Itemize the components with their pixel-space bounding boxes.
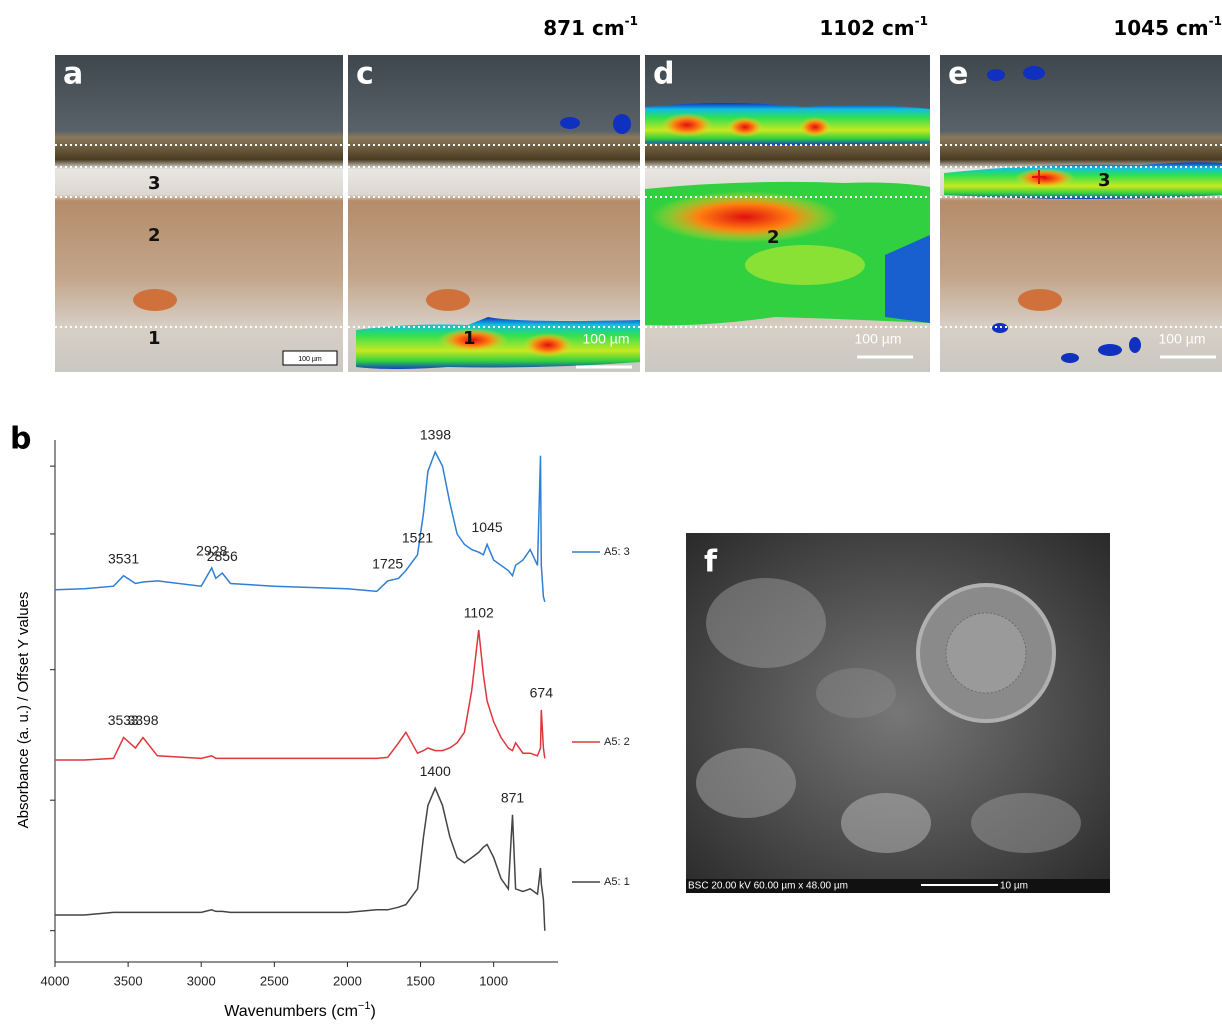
- diatom-center: [946, 613, 1026, 693]
- sem-caption: BSC 20.00 kV 60.00 µm x 48.00 µm: [688, 881, 848, 892]
- particle: [706, 578, 826, 668]
- x-tick-label: 3500: [114, 973, 143, 988]
- peak-label: 871: [501, 789, 525, 805]
- header-text: 1045 cm: [1113, 16, 1208, 40]
- panel-letter: d: [653, 57, 674, 92]
- spectrum-line: [55, 788, 545, 931]
- panel-letter: b: [10, 422, 31, 457]
- panel-letter: f: [704, 545, 718, 580]
- layer-label: 3: [1098, 170, 1111, 191]
- panel-d: d 2 100 µm 1102 cm-1: [645, 14, 930, 373]
- peak-label: 1045: [472, 519, 503, 535]
- panel-a: a 3 2 1 100 µm: [55, 55, 343, 372]
- scale-label: 100 µm: [855, 331, 902, 347]
- panel-letter: a: [63, 57, 83, 92]
- heat-peak: [799, 117, 831, 137]
- inclusion: [1018, 289, 1062, 311]
- heat-spot: [613, 114, 631, 134]
- peak-label: 1521: [402, 530, 433, 546]
- scale-label: 100 µm: [298, 356, 322, 363]
- x-tick-label: 2500: [260, 973, 289, 988]
- layer-label: 3: [148, 173, 161, 194]
- heat-peak: [650, 191, 840, 243]
- header-sup: -1: [625, 14, 638, 28]
- heat-spot: [987, 69, 1005, 81]
- heat-spot: [1023, 66, 1045, 80]
- heat-spot: [560, 117, 580, 129]
- layer-label: 1: [148, 328, 161, 349]
- spectra-chart: b Wavenumbers (cm−1) Absorbance (a. u.) …: [10, 422, 630, 1021]
- panel-header: 1102 cm-1: [819, 14, 928, 40]
- heat-spot: [1061, 353, 1079, 363]
- panel-f: BSC 20.00 kV 60.00 µm x 48.00 µm 10 µm f: [686, 533, 1110, 893]
- heat-zone: [745, 245, 865, 285]
- legend-label: A5: 2: [604, 736, 630, 748]
- peak-label: 2856: [207, 548, 238, 564]
- x-axis-label: Wavenumbers (cm−1): [224, 1000, 376, 1020]
- layer-label: 2: [148, 225, 161, 246]
- scale-label: 10 µm: [1000, 881, 1028, 892]
- figure: a 3 2 1 100 µm c 1 100 µm 871 cm-1: [0, 0, 1222, 1024]
- header-sup: -1: [915, 14, 928, 28]
- panel-e: e 3 100 µm 1045 cm-1: [940, 14, 1222, 373]
- particle: [971, 793, 1081, 853]
- heat-spot: [1098, 344, 1122, 356]
- heat-peak: [523, 333, 573, 357]
- legend-label: A5: 3: [604, 546, 630, 558]
- inclusion: [426, 289, 470, 311]
- panel-letter: e: [948, 57, 968, 92]
- peak-label: 3531: [108, 550, 139, 566]
- spectrum-line: [55, 630, 545, 760]
- heat-spot: [1129, 337, 1141, 353]
- micrograph: [940, 55, 1222, 372]
- layer-label: 1: [463, 328, 476, 349]
- legend-label: A5: 1: [604, 876, 630, 888]
- peak-label: 1725: [372, 556, 403, 572]
- x-label-text: Wavenumbers (cm: [224, 1003, 358, 1020]
- x-tick-label: 4000: [41, 973, 70, 988]
- x-label-end: ): [370, 1003, 375, 1020]
- panel-letter: c: [356, 57, 374, 92]
- panel-header: 871 cm-1: [543, 14, 638, 40]
- particle: [696, 748, 796, 818]
- peak-label: 674: [530, 685, 554, 701]
- scale-label: 100 µm: [583, 331, 630, 347]
- peak-label: 3398: [127, 712, 158, 728]
- micrograph: [55, 55, 343, 372]
- particle: [841, 793, 931, 853]
- x-tick-label: 1500: [406, 973, 435, 988]
- peak-label: 1102: [464, 605, 494, 621]
- y-axis-label: Absorbance (a. u.) / Offset Y values: [15, 592, 32, 829]
- header-sup: -1: [1209, 14, 1222, 28]
- header-text: 871 cm: [543, 16, 624, 40]
- particle: [816, 668, 896, 718]
- x-label-sup: −1: [358, 1000, 371, 1012]
- panel-c: c 1 100 µm 871 cm-1: [348, 14, 640, 373]
- inclusion: [133, 289, 177, 311]
- scale-label: 100 µm: [1159, 331, 1206, 347]
- peak-label: 1400: [420, 763, 451, 779]
- peak-label: 1398: [420, 427, 451, 443]
- layer-label: 2: [767, 227, 780, 248]
- x-tick-label: 1000: [479, 973, 508, 988]
- x-tick-label: 3000: [187, 973, 216, 988]
- heat-peak: [727, 117, 763, 137]
- x-tick-label: 2000: [333, 973, 362, 988]
- panel-header: 1045 cm-1: [1113, 14, 1222, 40]
- heat-peak: [661, 113, 713, 137]
- header-text: 1102 cm: [819, 16, 914, 40]
